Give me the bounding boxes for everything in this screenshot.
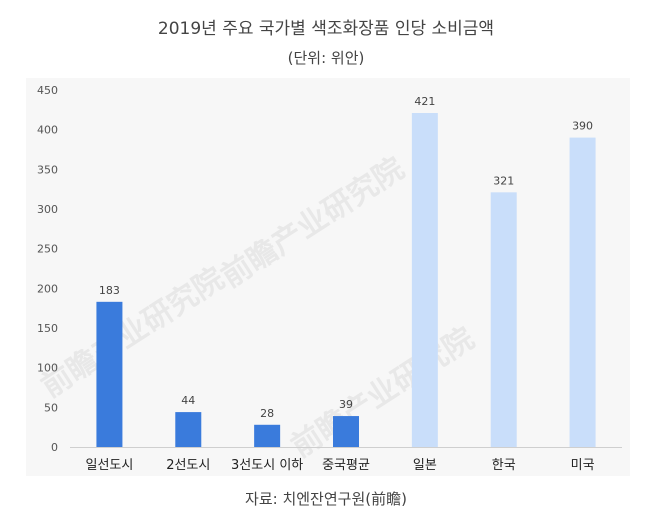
data-label: 39 [339, 398, 353, 411]
y-tick-label: 50 [44, 401, 58, 414]
data-label: 390 [572, 120, 593, 133]
bar-chart: 0 50 100 150 200 250 300 350 400 450 183 일선도시 44 2선도시… [37, 84, 622, 473]
data-label: 183 [99, 284, 120, 297]
bar [333, 416, 359, 447]
data-label: 28 [260, 407, 274, 420]
x-tick-label: 중국평균 [322, 458, 370, 473]
x-tick-label: 3선도시 이하 [231, 458, 303, 473]
y-tick-label: 450 [37, 84, 58, 97]
x-tick-label: 일본 [413, 458, 437, 473]
y-tick-label: 100 [37, 362, 58, 375]
bar [411, 113, 438, 448]
y-tick-label: 150 [37, 322, 58, 335]
x-tick-label: 미국 [571, 458, 595, 473]
y-tick-label: 0 [51, 441, 58, 454]
y-tick-label: 350 [37, 163, 58, 176]
data-label: 321 [493, 174, 514, 187]
chart-subtitle: (단위: 위안) [287, 49, 365, 67]
data-label: 421 [414, 95, 435, 108]
y-tick-label: 400 [37, 124, 58, 137]
bar [569, 137, 596, 447]
chart-area: 前瞻产业研究院 前瞻产业研究院 前瞻产业研究院 [26, 78, 630, 476]
y-tick-label: 200 [37, 282, 58, 295]
x-tick-label: 일선도시 [86, 458, 134, 473]
source-note: 자료: 치엔잔연구원(前瞻) [245, 490, 407, 508]
bar [96, 301, 123, 447]
chart-title: 2019년 주요 국가별 색조화장품 인당 소비금액 [157, 19, 495, 39]
x-tick-label: 2선도시 [166, 458, 210, 473]
y-tick-label: 250 [37, 243, 58, 256]
bar [490, 192, 517, 447]
x-tick-label: 한국 [492, 458, 516, 473]
bar [175, 412, 202, 447]
y-tick-label: 300 [37, 203, 58, 216]
bar [254, 424, 281, 447]
data-label: 44 [181, 394, 195, 407]
